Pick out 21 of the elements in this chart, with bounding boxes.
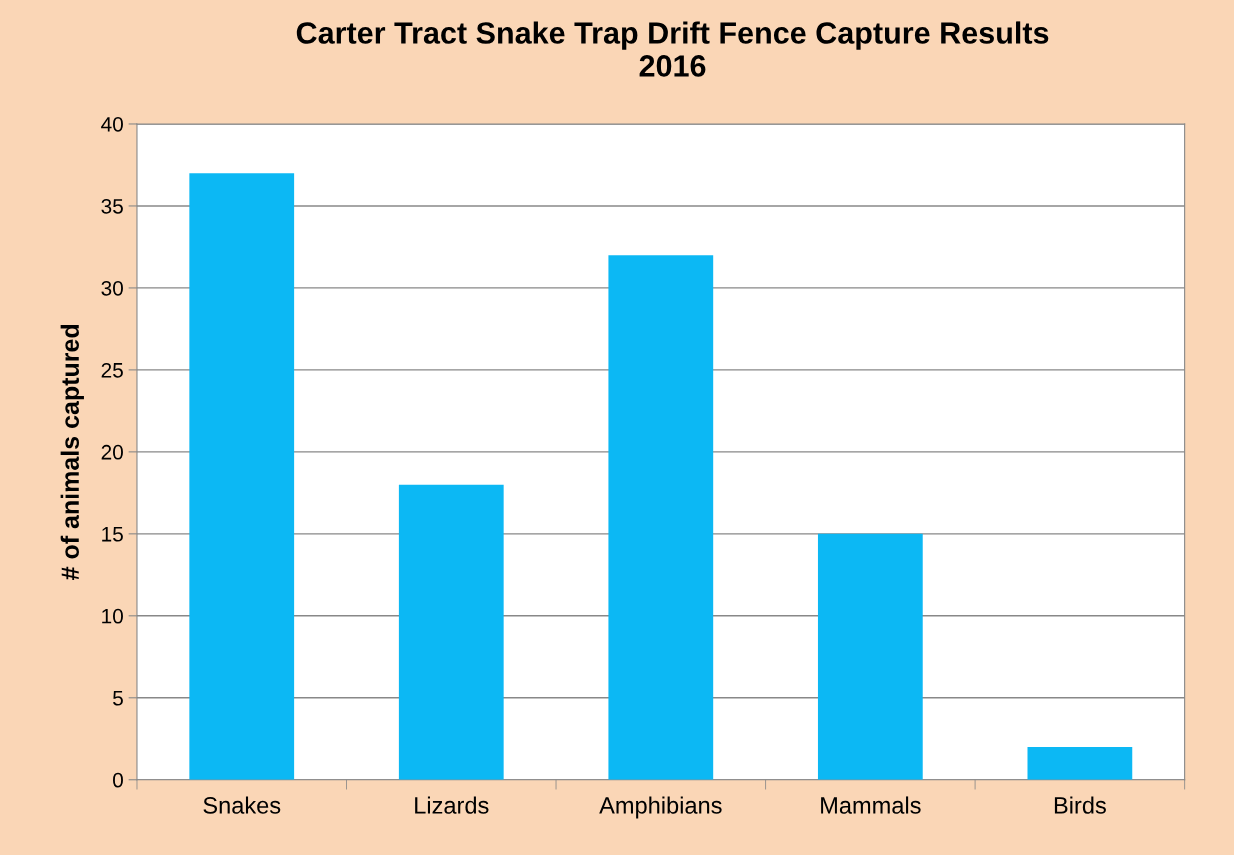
chart-title: Carter Tract Snake Trap Drift Fence Capture Results 2016 <box>296 21 1049 77</box>
y-tick-label: 20 <box>101 444 123 460</box>
x-tick-label: Snakes <box>203 796 281 814</box>
x-tick-label: Birds <box>1054 796 1106 814</box>
y-tick-label: 40 <box>101 116 123 132</box>
bar <box>817 533 923 780</box>
bar <box>189 173 295 780</box>
x-tick-label: Mammals <box>821 796 921 814</box>
y-tick-label: 0 <box>113 772 123 788</box>
y-tick-label: 35 <box>101 198 123 214</box>
x-tick-label: Amphibians <box>599 796 722 819</box>
y-tick-label: 15 <box>102 527 123 542</box>
y-tick-label: 30 <box>101 280 123 296</box>
bar <box>1027 746 1133 780</box>
bar <box>398 484 504 780</box>
y-axis-title: # of animals captured <box>60 324 84 580</box>
y-tick-label: 25 <box>101 362 123 378</box>
x-tick-label: Lizards <box>415 796 489 814</box>
bar <box>608 255 714 780</box>
y-tick-label: 5 <box>113 691 123 706</box>
y-tick-label: 10 <box>102 608 123 624</box>
